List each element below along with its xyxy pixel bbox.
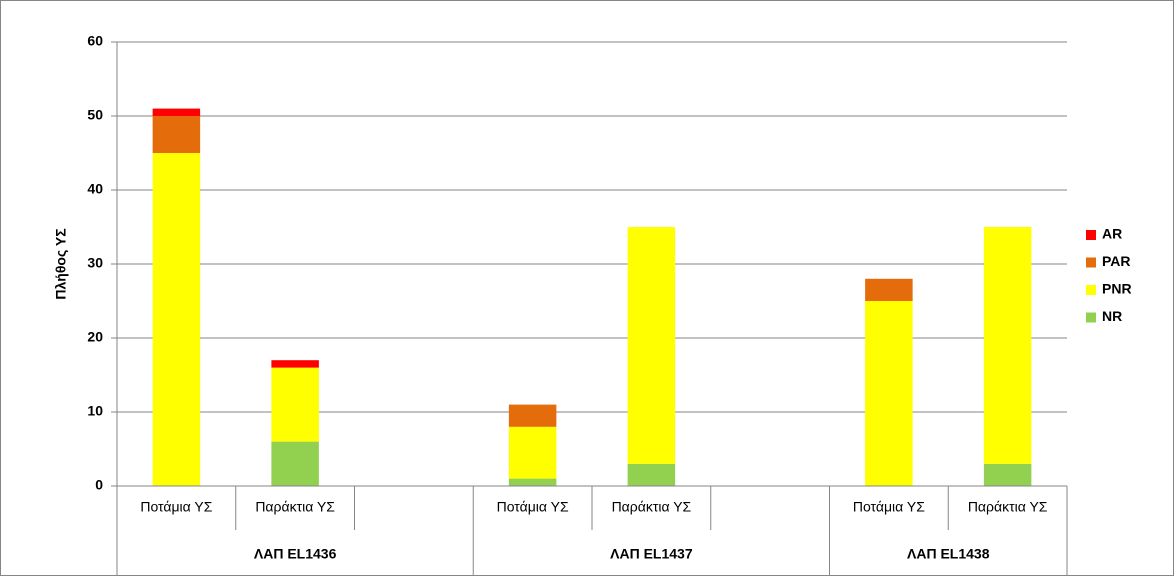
group-label: ΛΑΠ EL1437	[610, 546, 693, 562]
x-tick-label: Ποτάμια ΥΣ	[497, 499, 569, 515]
bar-segment	[508, 426, 557, 479]
bar-segment	[152, 153, 201, 486]
y-tick-label: 30	[87, 255, 103, 271]
y-tick-label: 10	[87, 403, 103, 419]
bar-segment	[508, 478, 557, 486]
y-axis-label: Πλήθος ΥΣ	[53, 228, 69, 299]
group-label: ΛΑΠ EL1436	[254, 546, 337, 562]
bar-segment	[627, 463, 676, 486]
bar-segment	[983, 463, 1032, 486]
x-tick-label: Ποτάμια ΥΣ	[853, 499, 925, 515]
y-tick-label: 0	[95, 477, 103, 493]
x-tick-label: Ποτάμια ΥΣ	[140, 499, 212, 515]
x-tick-label: Παράκτια ΥΣ	[968, 499, 1048, 515]
bar-segment	[271, 367, 319, 442]
legend-label: PNR	[1102, 281, 1132, 297]
y-tick-label: 60	[87, 33, 103, 49]
legend-swatch	[1086, 230, 1096, 240]
y-tick-label: 50	[87, 107, 103, 123]
bar-segment	[152, 116, 201, 153]
bar-segment	[271, 441, 319, 486]
bar-segment	[983, 227, 1032, 464]
bar-segment	[865, 278, 913, 301]
legend-label: AR	[1102, 226, 1122, 242]
y-tick-label: 20	[87, 329, 103, 345]
legend-swatch	[1086, 285, 1096, 295]
bar-segment	[271, 360, 319, 368]
legend-swatch	[1086, 312, 1096, 323]
x-tick-label: Παράκτια ΥΣ	[612, 499, 692, 515]
legend-swatch	[1086, 257, 1096, 268]
bar-segment	[627, 227, 676, 464]
bar-segment	[508, 404, 557, 427]
y-tick-label: 40	[87, 181, 103, 197]
bar-segment	[865, 301, 913, 486]
group-label: ΛΑΠ EL1438	[907, 546, 990, 562]
bar-segment	[152, 108, 201, 116]
x-tick-label: Παράκτια ΥΣ	[255, 499, 335, 515]
legend-label: NR	[1102, 308, 1122, 324]
legend-label: PAR	[1102, 253, 1131, 269]
